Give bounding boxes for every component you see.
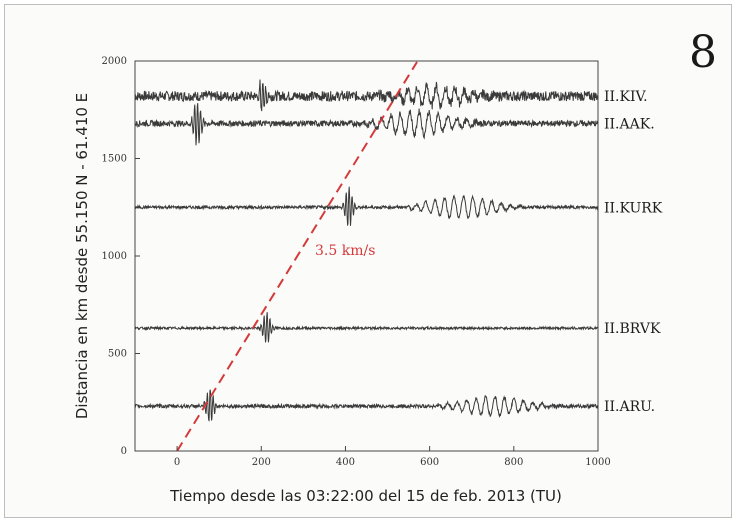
- x-tick-label: 0: [174, 457, 180, 468]
- seismogram-trace: [134, 389, 599, 422]
- x-tick-label: 400: [336, 457, 355, 468]
- x-axis-title: Tiempo desde las 03:22:00 del 15 de feb.…: [169, 487, 562, 505]
- x-tick-label: 600: [420, 457, 439, 468]
- seismogram-trace: [134, 79, 599, 112]
- velocity-reference-line: [176, 61, 418, 452]
- station-label: II.AAK.: [604, 116, 655, 132]
- seismogram-trace: [134, 312, 599, 343]
- x-tick-label: 800: [504, 457, 523, 468]
- seismogram-trace: [134, 103, 599, 146]
- station-labels: II.KIV. II.AAK. II.KURK II.BRVK II.ARU.: [604, 89, 663, 415]
- y-tick-label: 2000: [102, 56, 127, 67]
- seismogram-trace: [134, 186, 599, 226]
- seismogram-chart: 3.5 km/s 0 200 400 600 800 1000 0 500 1000 1500 2…: [73, 56, 663, 505]
- figure: 3.5 km/s 0 200 400 600 800 1000 0 500 1000 1500 2…: [4, 4, 732, 518]
- x-axis-ticks: 0 200 400 600 800 1000: [174, 446, 611, 468]
- station-label: II.ARU.: [604, 399, 655, 415]
- y-tick-label: 1000: [102, 251, 127, 262]
- station-label: II.KIV.: [604, 89, 648, 105]
- x-tick-label: 1000: [585, 457, 610, 468]
- station-label: II.KURK: [604, 200, 663, 216]
- y-tick-label: 500: [108, 349, 127, 360]
- velocity-annotation: 3.5 km/s: [315, 243, 375, 259]
- panel-number: 8: [689, 27, 717, 78]
- traces: [134, 79, 599, 422]
- y-tick-label: 1500: [102, 154, 127, 165]
- station-label: II.BRVK: [604, 321, 661, 337]
- y-axis-ticks: 0 500 1000 1500 2000: [102, 56, 140, 457]
- y-axis-title: Distancia en km desde 55.150 N - 61.410 …: [73, 93, 91, 419]
- x-tick-label: 200: [252, 457, 271, 468]
- y-tick-label: 0: [121, 446, 127, 457]
